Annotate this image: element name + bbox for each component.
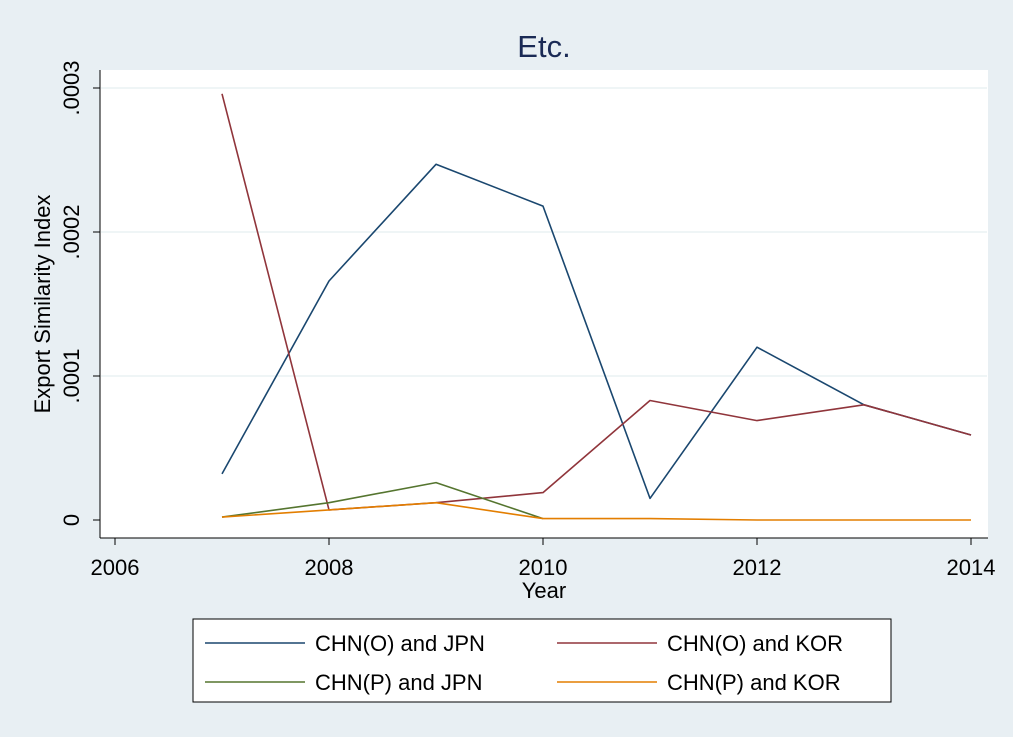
legend-label: CHN(P) and KOR [667, 670, 841, 695]
legend-label: CHN(P) and JPN [315, 670, 482, 695]
series-line-1 [221, 163, 972, 500]
y-tick-label: .0001 [59, 348, 84, 403]
legend-box [192, 618, 892, 703]
y-axis-label: Export Similarity Index [30, 195, 55, 414]
x-tick-label: 2008 [305, 555, 354, 580]
series-lines [221, 93, 972, 521]
x-tick-label: 2006 [91, 555, 140, 580]
y-tick-label: 0 [59, 514, 84, 526]
legend-label: CHN(O) and KOR [667, 631, 843, 656]
x-tick-label: 2010 [519, 555, 568, 580]
plot-area [100, 70, 988, 538]
y-tick-label: .0003 [59, 60, 84, 115]
grid-lines [101, 87, 987, 377]
x-axis-label: Year [522, 578, 566, 603]
series-line-4 [221, 501, 971, 521]
x-tick-label: 2012 [733, 555, 782, 580]
chart-title: Etc. [517, 29, 570, 64]
axis-ticks: 0 .0001 .0002 .0003 2006 2008 2010 2012 2014 [59, 60, 995, 580]
x-tick-label: 2014 [947, 555, 996, 580]
legend-label: CHN(O) and JPN [315, 631, 485, 656]
legend: CHN(O) and JPN CHN(O) and KOR CHN(P) and J… [192, 618, 892, 703]
y-tick-label: .0002 [59, 204, 84, 259]
series-line-3 [221, 481, 544, 520]
